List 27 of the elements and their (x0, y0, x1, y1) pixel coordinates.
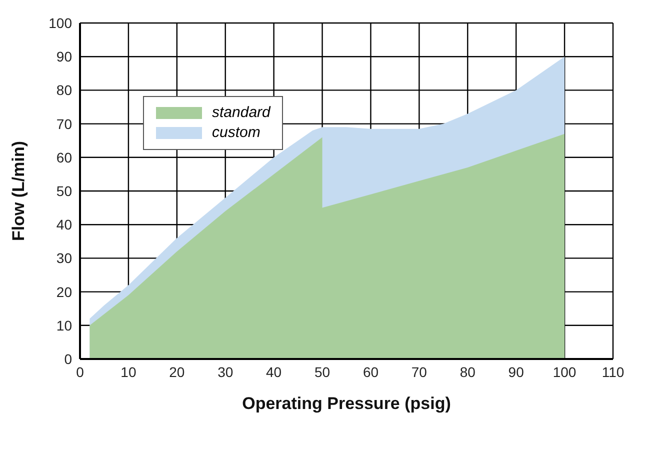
x-tick-label: 0 (76, 364, 84, 380)
x-tick-label: 40 (266, 364, 282, 380)
legend-label: custom (212, 123, 260, 143)
legend-label: standard (212, 103, 270, 123)
y-tick-label: 40 (56, 216, 72, 233)
x-tick-label: 60 (362, 364, 379, 380)
y-tick-label: 80 (56, 82, 72, 98)
y-tick-label: 90 (56, 48, 72, 65)
x-tick-label: 90 (508, 364, 524, 380)
y-tick-label: 20 (56, 284, 72, 300)
x-tick-label: 10 (120, 364, 136, 380)
x-tick-label: 110 (602, 364, 624, 380)
y-tick-label: 10 (56, 317, 72, 334)
y-tick-label: 30 (56, 250, 72, 266)
y-axis-title: Flow (L/min) (9, 140, 28, 242)
x-axis-title: Operating Pressure (psig) (242, 394, 451, 413)
x-tick-label: 70 (411, 364, 428, 380)
y-tick-label: 50 (56, 182, 72, 199)
y-tick-label: 100 (48, 14, 72, 31)
y-tick-label: 60 (56, 149, 72, 166)
y-tick-label: 0 (64, 350, 72, 367)
x-tick-label: 100 (552, 364, 576, 380)
x-tick-label: 30 (218, 364, 234, 380)
x-tick-label: 50 (314, 364, 330, 380)
x-tick-label: 20 (169, 364, 185, 380)
x-tick-label: 80 (460, 364, 476, 380)
y-tick-label: 70 (56, 116, 72, 132)
